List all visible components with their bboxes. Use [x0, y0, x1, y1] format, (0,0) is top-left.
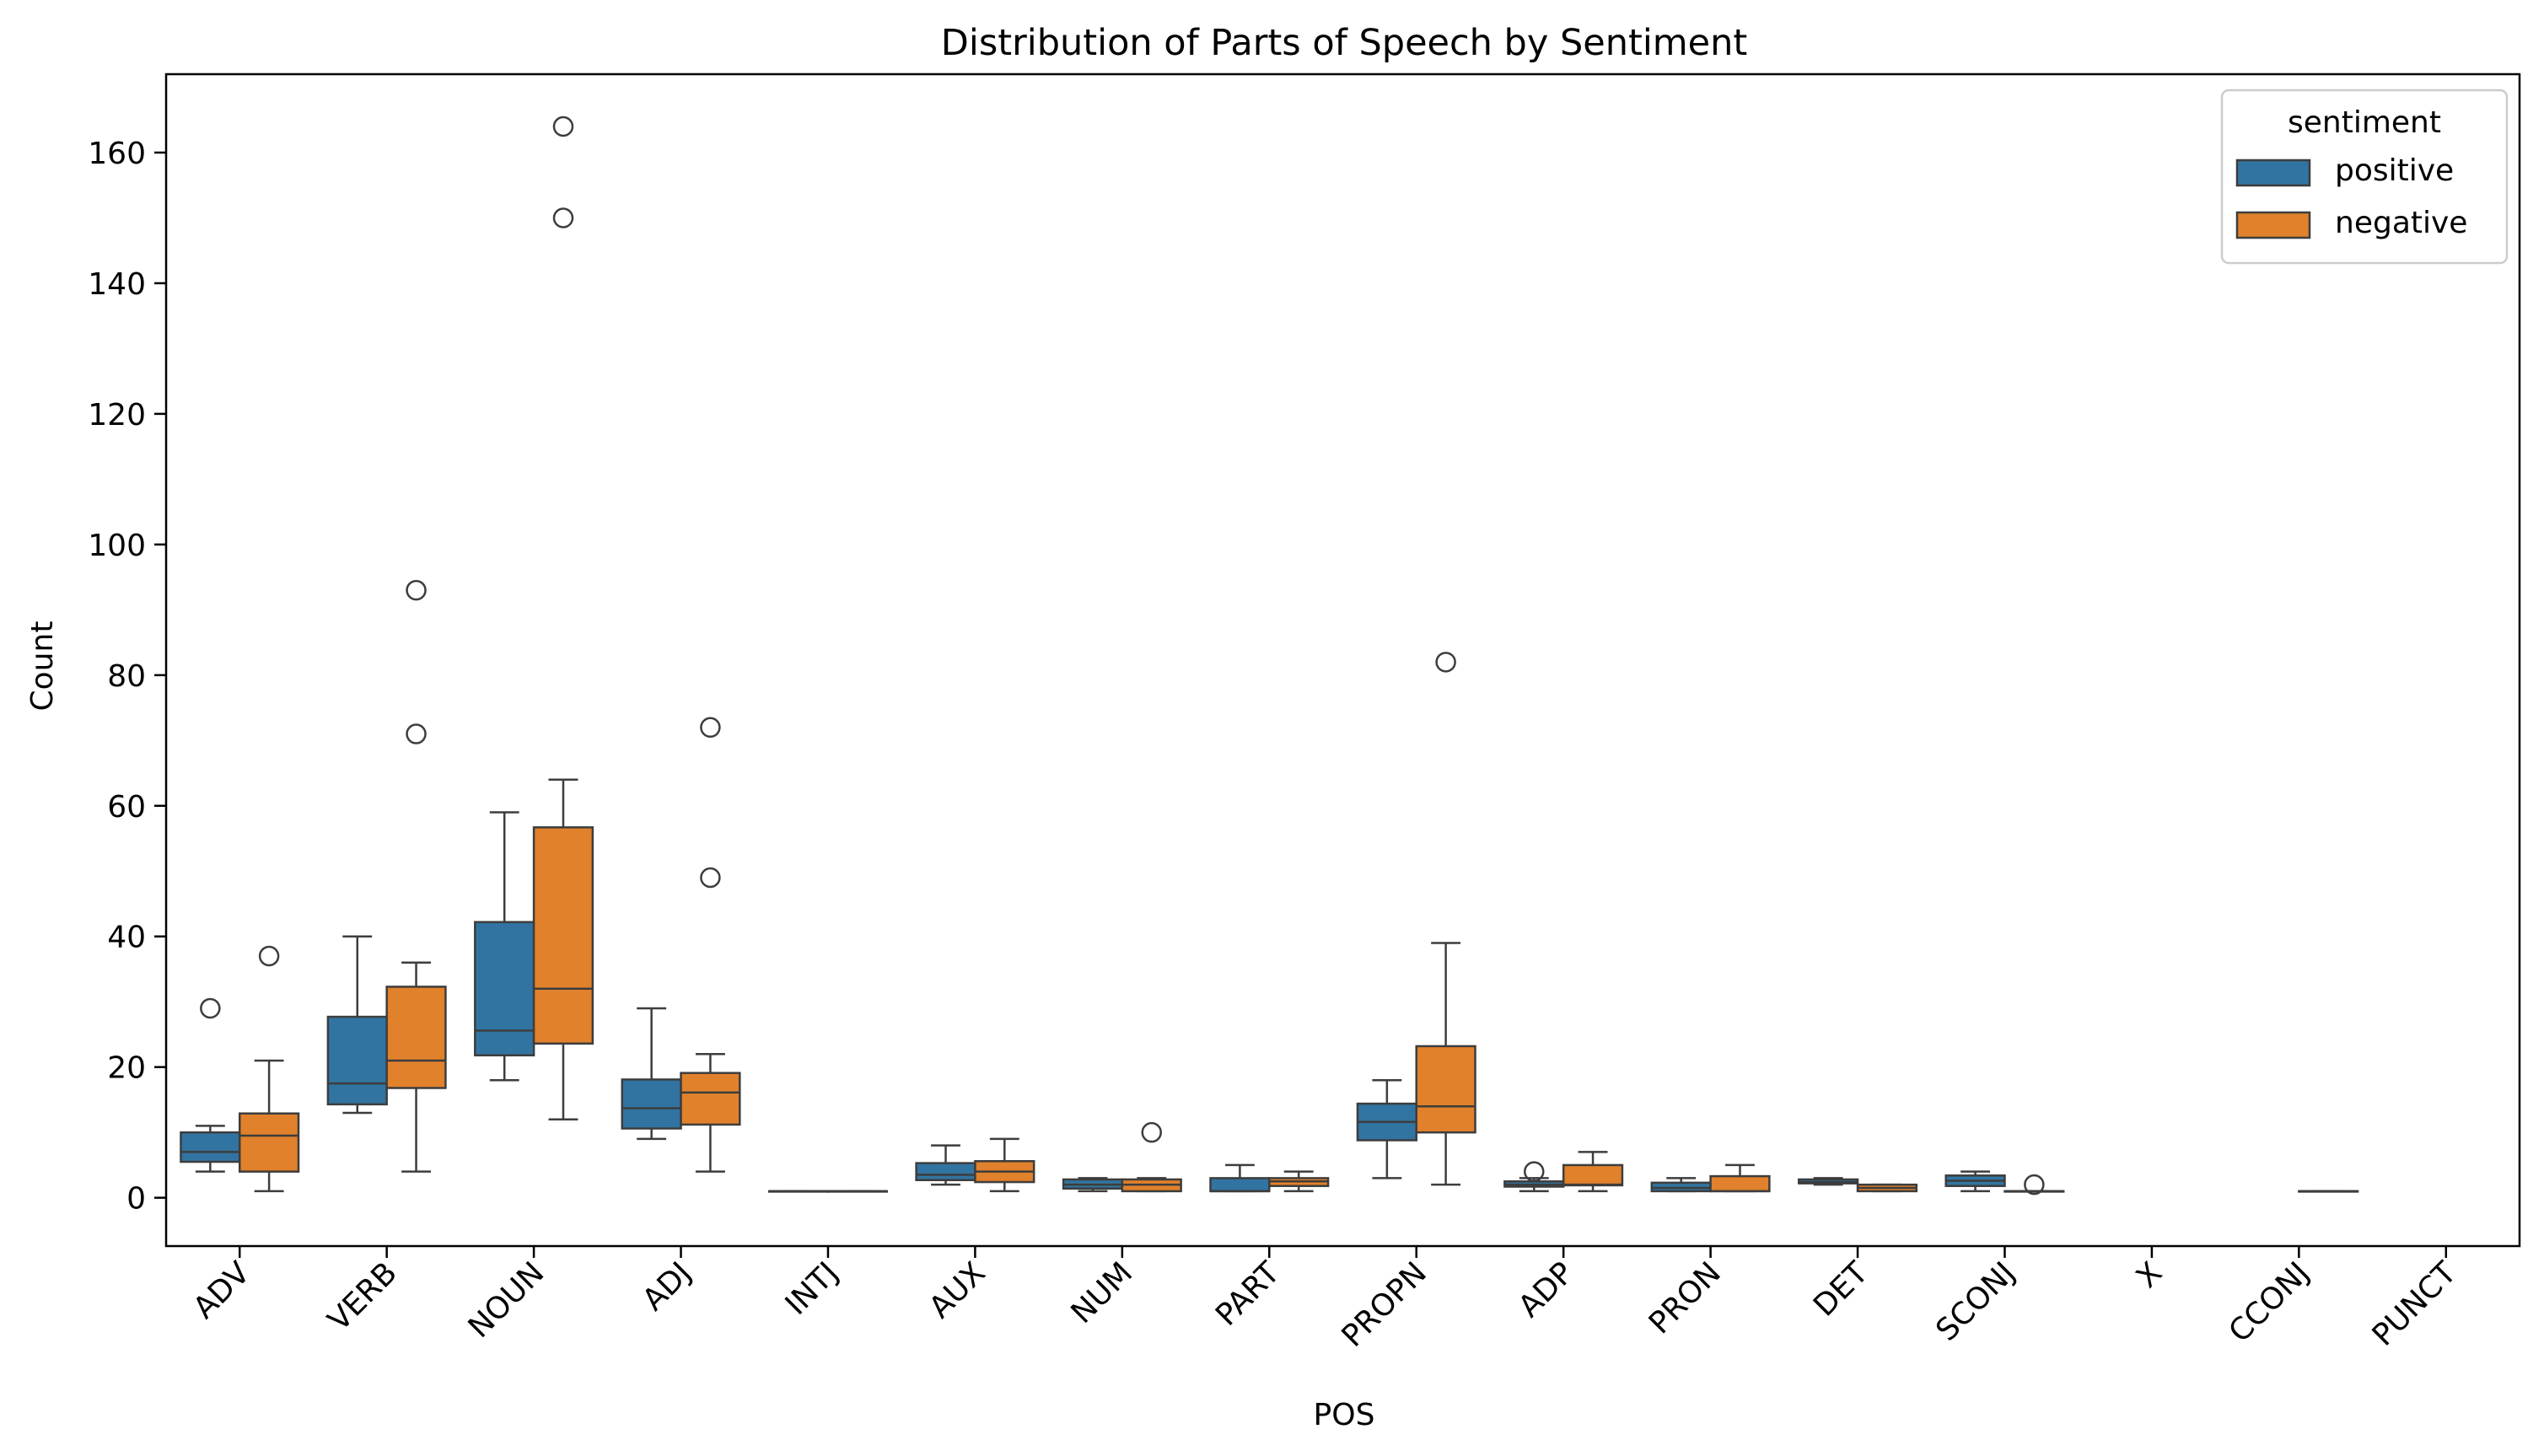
box-negative-cconj [2298, 1190, 2359, 1193]
legend-swatch-positive [2235, 158, 2311, 187]
box-iqr [680, 1072, 741, 1126]
box-negative-adp [1562, 1151, 1624, 1193]
box-positive-verb [326, 935, 388, 1115]
outlier-point [700, 717, 721, 739]
box-iqr [915, 1162, 976, 1181]
y-tick-label: 120 [88, 398, 146, 433]
box-negative-pron [1709, 1163, 1771, 1193]
plot-area [180, 116, 2359, 1195]
outlier-point [1141, 1121, 1162, 1143]
box-negative-aux [974, 1137, 1035, 1193]
outlier-point [406, 579, 427, 601]
y-tick-label: 160 [88, 137, 146, 171]
legend-swatch-negative [2235, 211, 2311, 239]
box-iqr [532, 826, 594, 1045]
y-axis-label: Count [25, 621, 60, 712]
box-negative-part [1268, 1170, 1330, 1193]
box-negative-sconj [2003, 1174, 2065, 1195]
box-iqr [1209, 1177, 1271, 1193]
y-tick-label: 0 [126, 1182, 146, 1217]
outlier-point [1524, 1161, 1545, 1182]
box-iqr [1415, 1045, 1476, 1134]
box-positive-sconj [1944, 1170, 2006, 1193]
legend-title: sentiment [2288, 105, 2441, 140]
box-positive-adv [180, 997, 241, 1173]
box-negative-intj [826, 1190, 888, 1193]
outlier-point [552, 116, 574, 137]
box-negative-adv [238, 945, 300, 1193]
box-negative-det [1856, 1183, 1918, 1193]
legend: sentiment positive negative [2220, 89, 2509, 265]
box-positive-noun [474, 811, 535, 1082]
box-positive-intj [767, 1190, 830, 1193]
y-axis: 0 20 40 60 80 100 120 140 160 [88, 137, 166, 1217]
box-positive-det [1798, 1177, 1859, 1186]
outlier-point [200, 997, 221, 1019]
outlier-point [258, 945, 280, 967]
y-tick-label: 80 [107, 659, 146, 694]
box-iqr [621, 1078, 682, 1130]
box-negative-adj [680, 717, 741, 1173]
x-axis-label: POS [1314, 1398, 1375, 1432]
outlier-point [552, 207, 574, 228]
box-negative-verb [385, 579, 447, 1173]
outlier-point [2024, 1174, 2045, 1195]
box-negative-propn [1415, 652, 1476, 1186]
box-iqr [1562, 1163, 1624, 1187]
y-tick-label: 100 [88, 529, 146, 563]
box-iqr [238, 1112, 300, 1173]
box-negative-noun [532, 116, 594, 1120]
box-positive-adj [621, 1007, 682, 1141]
chart-title: Distribution of Parts of Speech by Senti… [941, 22, 1747, 64]
axes-frame [164, 73, 2521, 1248]
box-negative-num [1121, 1121, 1182, 1193]
box-iqr [326, 1015, 388, 1106]
box-iqr [180, 1131, 241, 1163]
y-tick-label: 40 [107, 921, 146, 955]
y-tick-label: 60 [107, 790, 146, 825]
box-iqr [385, 986, 447, 1089]
box-positive-num [1062, 1177, 1124, 1193]
y-tick-label: 140 [88, 267, 146, 302]
outlier-point [406, 723, 427, 744]
box-iqr [474, 921, 535, 1057]
legend-label-positive: positive [2335, 153, 2454, 188]
y-tick-label: 20 [107, 1051, 146, 1086]
legend-label-negative: negative [2335, 206, 2467, 240]
outlier-point [1435, 652, 1456, 673]
box-iqr [1709, 1174, 1771, 1193]
outlier-point [700, 867, 721, 889]
